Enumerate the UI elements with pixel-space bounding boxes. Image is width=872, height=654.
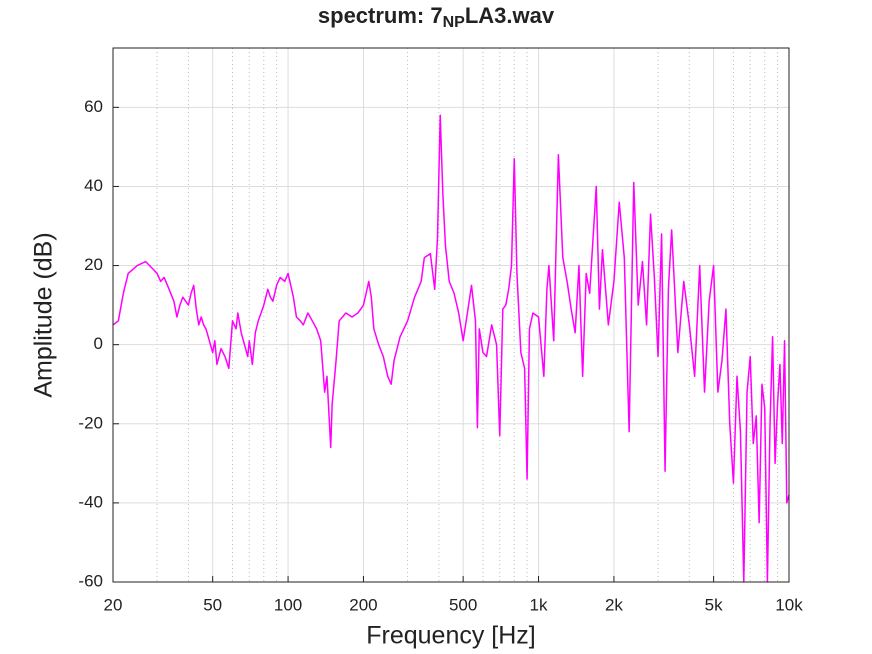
x-tick-label: 500 (449, 595, 477, 614)
x-tick-label: 2k (605, 595, 623, 614)
x-tick-label: 200 (349, 595, 377, 614)
y-tick-label: 40 (84, 176, 103, 195)
x-tick-label: 5k (705, 595, 723, 614)
y-axis-label: Amplitude (dB) (30, 232, 58, 397)
x-tick-label: 1k (530, 595, 548, 614)
x-tick-label: 50 (203, 595, 222, 614)
y-tick-label: -60 (78, 571, 103, 590)
x-tick-label: 20 (104, 595, 123, 614)
title-subscript: NP (443, 14, 466, 31)
y-tick-label: 0 (94, 334, 103, 353)
title-part: spectrum: 7 (318, 3, 443, 28)
title-part: LA3.wav (465, 3, 555, 28)
x-tick-label: 100 (274, 595, 302, 614)
plot-frame (112, 47, 790, 583)
y-tick-label: 20 (84, 255, 103, 274)
x-tick-label: 10k (775, 595, 803, 614)
y-tick-label: -40 (78, 492, 103, 511)
chart-title: spectrum: 7NPLA3.wav (318, 3, 555, 31)
x-axis-label: Frequency [Hz] (366, 622, 536, 650)
spectrum-line (112, 114, 790, 583)
y-tick-label: -20 (78, 413, 103, 432)
y-tick-label: 60 (84, 97, 103, 116)
